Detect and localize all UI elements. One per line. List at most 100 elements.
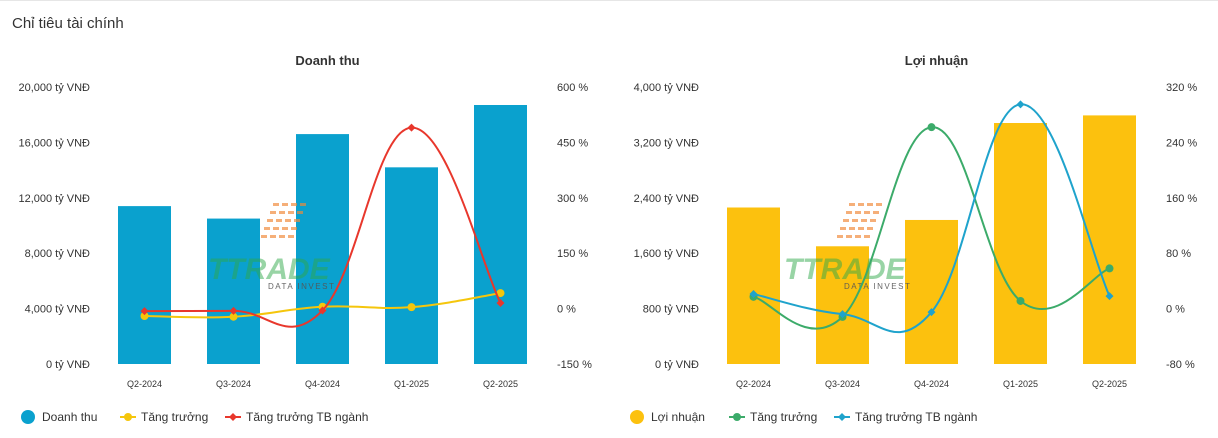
- y-left-tick-label: 16,000 tỷ VNĐ: [18, 137, 90, 149]
- watermark-dash: [276, 219, 282, 222]
- watermark-dash: [297, 211, 303, 214]
- watermark-text: TTRADE: [784, 253, 907, 286]
- y-right-tick-label: 150 %: [557, 248, 588, 260]
- watermark-dash: [864, 211, 870, 214]
- point-Q4-2024: [927, 123, 936, 132]
- watermark-dash: [273, 227, 279, 230]
- y-left-tick-label: 4,000 tỷ VNĐ: [25, 304, 90, 316]
- watermark-dash: [270, 235, 276, 238]
- watermark-subtext: DATA INVEST: [268, 282, 335, 291]
- bar-Q1-2025: [994, 123, 1047, 364]
- y-left-tick-label: 1,600 tỷ VNĐ: [634, 248, 699, 260]
- profit-chart: Lợi nhuận 0 tỷ VNĐ 800 tỷ VNĐ 1,600 tỷ VNĐ 2…: [630, 53, 1197, 424]
- watermark-text: TTRADE: [208, 253, 331, 286]
- point-Q3-2024: [838, 310, 847, 319]
- watermark-dash: [864, 235, 870, 238]
- point-Q1-2025: [1016, 296, 1025, 305]
- point-Q2-2024: [140, 311, 149, 320]
- y-left-tick-label: 12,000 tỷ VNĐ: [18, 193, 90, 205]
- watermark-dash: [285, 219, 291, 222]
- watermark-dash: [279, 211, 285, 214]
- bar-Q3-2024: [207, 218, 260, 364]
- legend-bar-icon: [630, 410, 644, 424]
- watermark-dash: [870, 219, 876, 222]
- point-Q3-2024: [229, 312, 238, 321]
- line-industry-growth: [753, 103, 1111, 334]
- x-tick-label: Q4-2024: [914, 379, 949, 389]
- watermark-dash: [840, 227, 846, 230]
- revenue-chart-panel: Doanh thu 0 tỷ VNĐ 4,000 tỷ VNĐ 8,000 tỷ VN…: [0, 41, 609, 438]
- bar-Q2-2024: [727, 207, 780, 364]
- bar-Q2-2025: [1083, 115, 1136, 364]
- bar-Q1-2025: [385, 167, 438, 364]
- x-tick-label: Q1-2025: [394, 379, 429, 389]
- point-Q2-2025: [496, 299, 505, 308]
- x-tick-label: Q2-2024: [736, 379, 771, 389]
- y-right-tick-label: 600 %: [557, 82, 588, 94]
- y-left-tick-label: 8,000 tỷ VNĐ: [25, 248, 90, 260]
- point-Q2-2025: [496, 289, 505, 298]
- point-Q4-2024: [927, 308, 936, 317]
- bar-Q3-2024: [816, 246, 869, 364]
- watermark-dash: [291, 203, 297, 206]
- line-industry-growth: [144, 126, 502, 328]
- watermark-dash: [267, 219, 273, 222]
- watermark-dash: [264, 227, 270, 230]
- y-right-tick-label: -150 %: [557, 359, 592, 371]
- y-right-tick-label: 320 %: [1166, 82, 1197, 94]
- watermark-dash: [282, 203, 288, 206]
- watermark-dash: [867, 227, 873, 230]
- point-Q3-2024: [229, 306, 238, 315]
- y-left-tick-label: 20,000 tỷ VNĐ: [18, 82, 90, 94]
- watermark-dash: [849, 227, 855, 230]
- watermark-dash: [300, 203, 306, 206]
- watermark-dash: [273, 203, 279, 206]
- legend-industry-marker-icon: [838, 413, 846, 421]
- y-right-tick-label: 300 %: [557, 193, 588, 205]
- watermark-dash: [867, 203, 873, 206]
- legend-item-growth: Tăng trưởng: [750, 410, 817, 424]
- y-right-tick-label: 0 %: [557, 304, 576, 316]
- watermark-dash: [855, 235, 861, 238]
- legend-item-bar: Doanh thu: [42, 410, 97, 424]
- watermark-dash: [294, 219, 300, 222]
- watermark-dash: [846, 235, 852, 238]
- revenue-chart: Doanh thu 0 tỷ VNĐ 4,000 tỷ VNĐ 8,000 tỷ VN…: [18, 53, 592, 424]
- y-right-tick-label: -80 %: [1166, 359, 1195, 371]
- legend-bar-icon: [21, 410, 35, 424]
- bar-Q2-2025: [474, 105, 527, 364]
- y-left-tick-label: 800 tỷ VNĐ: [643, 304, 699, 316]
- bar-Q2-2024: [118, 206, 171, 364]
- legend-item-industry-growth: Tăng trưởng TB ngành: [855, 410, 977, 424]
- point-Q4-2024: [318, 306, 327, 315]
- point-Q2-2025: [1105, 264, 1114, 273]
- watermark-dash: [261, 235, 267, 238]
- legend-item-industry-growth: Tăng trưởng TB ngành: [246, 410, 368, 424]
- x-tick-label: Q3-2024: [825, 379, 860, 389]
- legend-growth-marker-icon: [733, 413, 741, 421]
- watermark-dash: [843, 219, 849, 222]
- y-right-tick-label: 0 %: [1166, 304, 1185, 316]
- legend-item-growth: Tăng trưởng: [141, 410, 208, 424]
- y-left-tick-label: 3,200 tỷ VNĐ: [634, 137, 699, 149]
- watermark-dash: [873, 211, 879, 214]
- y-left-tick-label: 0 tỷ VNĐ: [655, 359, 699, 371]
- watermark-dash: [288, 211, 294, 214]
- watermark-dash: [861, 219, 867, 222]
- watermark-dash: [852, 219, 858, 222]
- watermark-dash: [282, 227, 288, 230]
- watermark-dash: [837, 235, 843, 238]
- point-Q1-2025: [407, 123, 416, 132]
- y-right-tick-label: 450 %: [557, 137, 588, 149]
- x-tick-label: Q2-2024: [127, 379, 162, 389]
- watermark-dash: [288, 235, 294, 238]
- legend-industry-marker-icon: [229, 413, 237, 421]
- watermark-dash: [846, 211, 852, 214]
- page-title: Chỉ tiêu tài chính: [12, 15, 124, 32]
- x-tick-label: Q4-2024: [305, 379, 340, 389]
- watermark-subtext: DATA INVEST: [844, 282, 911, 291]
- chart-title: Doanh thu: [295, 53, 359, 68]
- chart-title: Lợi nhuận: [905, 53, 968, 68]
